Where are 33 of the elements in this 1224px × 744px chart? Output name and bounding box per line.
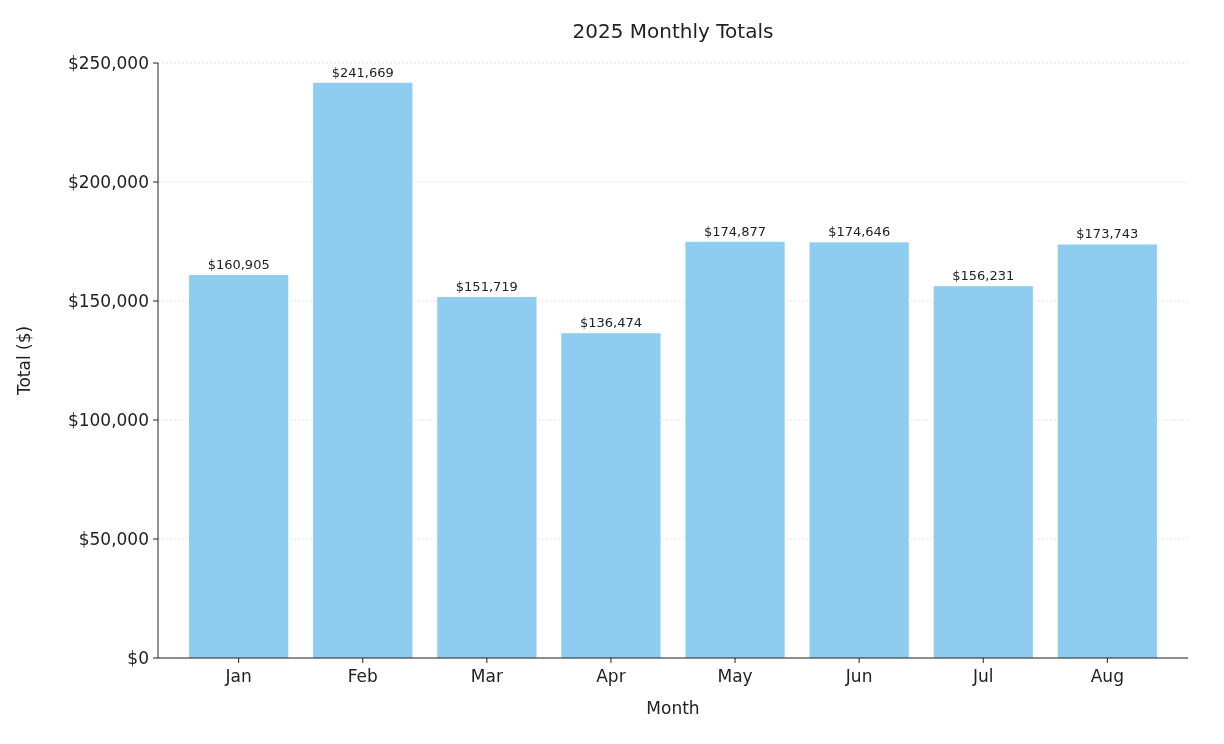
x-tick-label: May <box>717 666 753 686</box>
bar <box>933 286 1033 658</box>
data-label: $151,719 <box>455 278 518 294</box>
x-tick-label: Aug <box>1090 666 1124 686</box>
y-tick-label: $250,000 <box>67 52 149 73</box>
data-label: $160,905 <box>207 257 270 273</box>
data-label: $173,743 <box>1076 226 1139 242</box>
y-tick-label: $50,000 <box>78 528 149 549</box>
bar <box>437 296 537 658</box>
x-tick-label: Jun <box>844 666 873 686</box>
y-tick-label: $150,000 <box>67 290 149 311</box>
x-tick-label: Mar <box>470 666 503 686</box>
bar <box>313 82 413 658</box>
y-tick-label: $100,000 <box>67 409 149 430</box>
y-tick-label: $0 <box>127 647 149 668</box>
y-axis-title: Total ($) <box>14 325 34 397</box>
bar <box>1057 244 1157 658</box>
data-label: $241,669 <box>331 64 394 80</box>
x-tick-label: Feb <box>347 666 378 686</box>
data-label: $156,231 <box>952 268 1015 284</box>
data-label: $174,877 <box>704 223 767 239</box>
data-label: $136,474 <box>579 315 642 331</box>
chart-title: 2025 Monthly Totals <box>572 19 774 43</box>
bar <box>561 333 661 658</box>
x-tick-label: Jan <box>224 666 252 686</box>
x-tick-label: Apr <box>596 666 626 686</box>
x-tick-label: Jul <box>971 666 994 686</box>
bar <box>809 242 909 658</box>
bar <box>189 275 289 658</box>
y-tick-label: $200,000 <box>67 171 149 192</box>
bar <box>685 241 785 658</box>
x-axis-title: Month <box>646 698 700 718</box>
data-label: $174,646 <box>828 224 891 240</box>
